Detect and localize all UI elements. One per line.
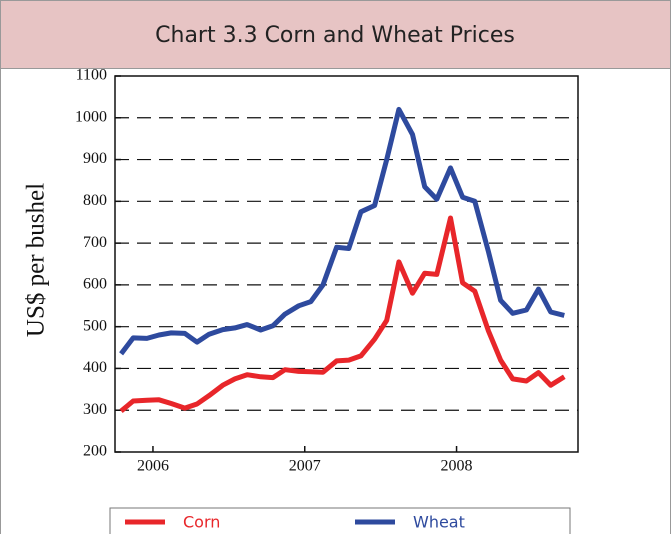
y-tick-label: 200 bbox=[83, 443, 107, 460]
y-tick-label: 1000 bbox=[75, 108, 107, 125]
series-line bbox=[119, 215, 566, 414]
legend-box bbox=[109, 507, 571, 534]
y-tick-label: 700 bbox=[83, 234, 107, 251]
y-tick-label: 300 bbox=[83, 401, 107, 418]
y-tick-label: 800 bbox=[83, 192, 107, 209]
y-tick-label: 600 bbox=[83, 276, 107, 293]
y-tick-label: 900 bbox=[83, 150, 107, 167]
plot-frame bbox=[114, 75, 579, 453]
y-axis-label: US$ per bushel bbox=[23, 183, 50, 337]
y-tick-label: 1100 bbox=[76, 67, 107, 84]
x-tick-label: 2007 bbox=[289, 458, 321, 475]
y-tick-label: 500 bbox=[83, 317, 107, 334]
x-tick-label: 2006 bbox=[137, 458, 169, 475]
legend-label: Corn bbox=[183, 513, 220, 532]
legend-label: Wheat bbox=[413, 513, 465, 532]
x-tick-label: 2008 bbox=[441, 458, 473, 475]
y-tick-label: 400 bbox=[83, 359, 107, 376]
header-band bbox=[0, 0, 671, 69]
series-line bbox=[119, 106, 565, 356]
chart-title: Chart 3.3 Corn and Wheat Prices bbox=[155, 23, 515, 48]
